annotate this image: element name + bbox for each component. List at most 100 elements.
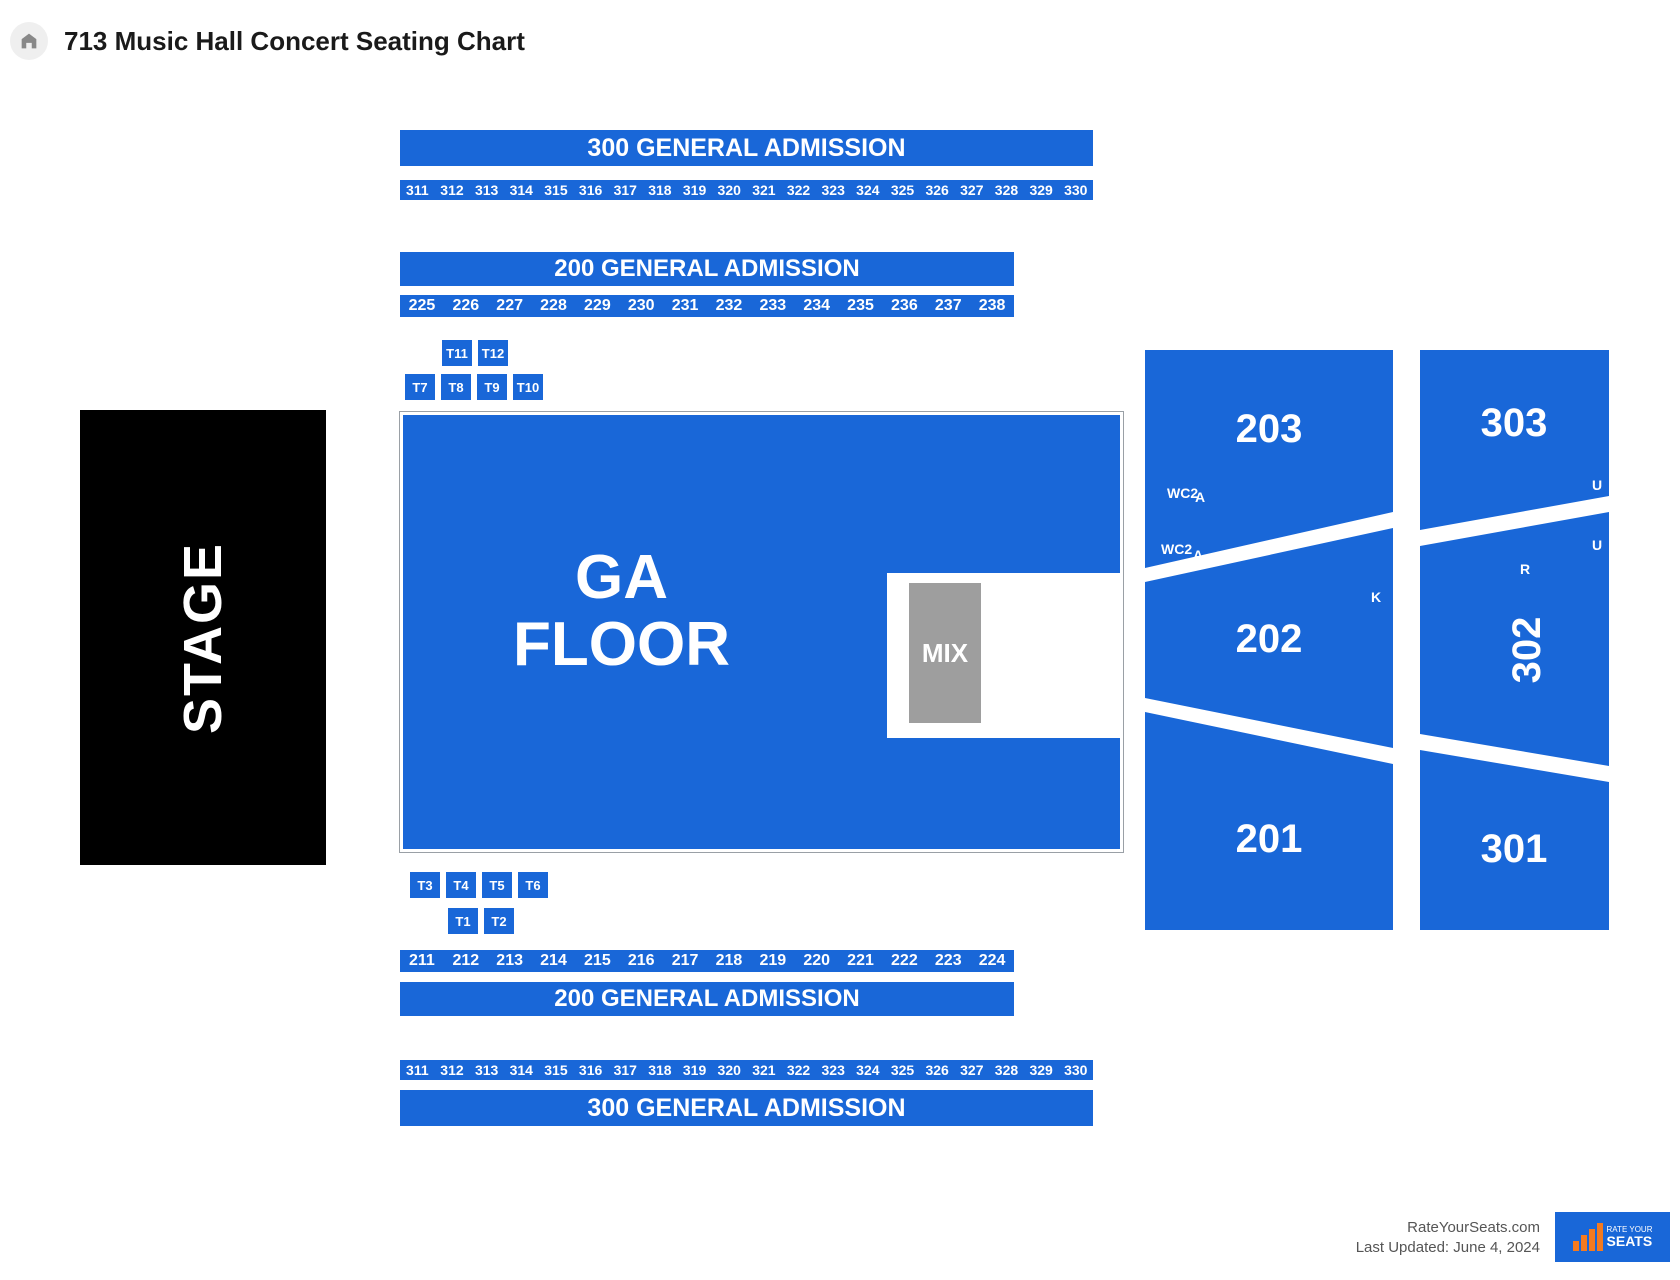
section-300-ga-bottom[interactable]: 300 GENERAL ADMISSION xyxy=(400,1090,1093,1126)
seat-238[interactable]: 238 xyxy=(970,297,1014,315)
seat-237[interactable]: 237 xyxy=(926,297,970,315)
seat-324[interactable]: 324 xyxy=(851,182,886,198)
table-t7[interactable]: T7 xyxy=(405,374,435,400)
seat-323[interactable]: 323 xyxy=(816,182,851,198)
page-title: 713 Music Hall Concert Seating Chart xyxy=(64,26,525,57)
seat-329[interactable]: 329 xyxy=(1024,1062,1059,1078)
tables-row-t7-t10[interactable]: T7T8T9T10 xyxy=(405,374,543,400)
seat-316[interactable]: 316 xyxy=(573,1062,608,1078)
seat-311[interactable]: 311 xyxy=(400,182,435,198)
tables-row-t1-t2[interactable]: T1T2 xyxy=(448,908,514,934)
table-t11[interactable]: T11 xyxy=(442,340,472,366)
seat-312[interactable]: 312 xyxy=(435,182,470,198)
section-203[interactable] xyxy=(1145,350,1393,568)
mark-302-u: U xyxy=(1592,537,1602,553)
seat-321[interactable]: 321 xyxy=(747,1062,782,1078)
seat-318[interactable]: 318 xyxy=(643,182,678,198)
seat-322[interactable]: 322 xyxy=(781,182,816,198)
table-t10[interactable]: T10 xyxy=(513,374,543,400)
table-t12[interactable]: T12 xyxy=(478,340,508,366)
seat-320[interactable]: 320 xyxy=(712,182,747,198)
section-200-ga-bottom[interactable]: 200 GENERAL ADMISSION xyxy=(400,982,1014,1016)
seat-312[interactable]: 312 xyxy=(435,1062,470,1078)
seat-231[interactable]: 231 xyxy=(663,297,707,315)
seat-230[interactable]: 230 xyxy=(619,297,663,315)
seat-321[interactable]: 321 xyxy=(747,182,782,198)
seat-217[interactable]: 217 xyxy=(663,952,707,970)
seat-216[interactable]: 216 xyxy=(619,952,663,970)
seat-329[interactable]: 329 xyxy=(1024,182,1059,198)
seat-218[interactable]: 218 xyxy=(707,952,751,970)
seat-228[interactable]: 228 xyxy=(532,297,576,315)
seat-323[interactable]: 323 xyxy=(816,1062,851,1078)
seat-215[interactable]: 215 xyxy=(575,952,619,970)
seat-227[interactable]: 227 xyxy=(488,297,532,315)
seat-324[interactable]: 324 xyxy=(851,1062,886,1078)
seat-313[interactable]: 313 xyxy=(469,182,504,198)
seat-319[interactable]: 319 xyxy=(677,1062,712,1078)
seat-330[interactable]: 330 xyxy=(1058,1062,1093,1078)
tables-row-t3-t6[interactable]: T3T4T5T6 xyxy=(410,872,548,898)
seat-314[interactable]: 314 xyxy=(504,182,539,198)
seat-225[interactable]: 225 xyxy=(400,297,444,315)
table-t3[interactable]: T3 xyxy=(410,872,440,898)
table-t9[interactable]: T9 xyxy=(477,374,507,400)
seat-330[interactable]: 330 xyxy=(1058,182,1093,198)
seat-232[interactable]: 232 xyxy=(707,297,751,315)
seat-229[interactable]: 229 xyxy=(575,297,619,315)
row-211-224[interactable]: 2112122132142152162172182192202212222232… xyxy=(400,950,1014,972)
seat-328[interactable]: 328 xyxy=(989,1062,1024,1078)
section-200-ga-top[interactable]: 200 GENERAL ADMISSION xyxy=(400,252,1014,286)
seat-219[interactable]: 219 xyxy=(751,952,795,970)
seat-326[interactable]: 326 xyxy=(920,1062,955,1078)
seat-317[interactable]: 317 xyxy=(608,182,643,198)
row-225-238[interactable]: 2252262272282292302312322332342352362372… xyxy=(400,295,1014,317)
seat-220[interactable]: 220 xyxy=(795,952,839,970)
seat-211[interactable]: 211 xyxy=(400,952,444,970)
table-t4[interactable]: T4 xyxy=(446,872,476,898)
seat-325[interactable]: 325 xyxy=(885,1062,920,1078)
seat-322[interactable]: 322 xyxy=(781,1062,816,1078)
seat-214[interactable]: 214 xyxy=(532,952,576,970)
table-t8[interactable]: T8 xyxy=(441,374,471,400)
seat-317[interactable]: 317 xyxy=(608,1062,643,1078)
table-t2[interactable]: T2 xyxy=(484,908,514,934)
page-header: 713 Music Hall Concert Seating Chart xyxy=(10,22,525,60)
section-300-ga-top[interactable]: 300 GENERAL ADMISSION xyxy=(400,130,1093,166)
row-311-330-top[interactable]: 3113123133143153163173183193203213223233… xyxy=(400,180,1093,200)
seat-320[interactable]: 320 xyxy=(712,1062,747,1078)
seat-315[interactable]: 315 xyxy=(539,1062,574,1078)
seat-212[interactable]: 212 xyxy=(444,952,488,970)
seat-328[interactable]: 328 xyxy=(989,182,1024,198)
seat-234[interactable]: 234 xyxy=(795,297,839,315)
seat-236[interactable]: 236 xyxy=(882,297,926,315)
seat-311[interactable]: 311 xyxy=(400,1062,435,1078)
seat-326[interactable]: 326 xyxy=(920,182,955,198)
table-t6[interactable]: T6 xyxy=(518,872,548,898)
table-t1[interactable]: T1 xyxy=(448,908,478,934)
seat-315[interactable]: 315 xyxy=(539,182,574,198)
seat-325[interactable]: 325 xyxy=(885,182,920,198)
seat-316[interactable]: 316 xyxy=(573,182,608,198)
mark-202-k: K xyxy=(1371,589,1381,605)
seat-233[interactable]: 233 xyxy=(751,297,795,315)
seat-224[interactable]: 224 xyxy=(970,952,1014,970)
seat-319[interactable]: 319 xyxy=(677,182,712,198)
seat-223[interactable]: 223 xyxy=(926,952,970,970)
tables-row-t11-t12[interactable]: T11T12 xyxy=(442,340,508,366)
seat-213[interactable]: 213 xyxy=(488,952,532,970)
seat-314[interactable]: 314 xyxy=(504,1062,539,1078)
ga-floor[interactable]: GA FLOOR MIX xyxy=(400,412,1123,852)
seat-318[interactable]: 318 xyxy=(643,1062,678,1078)
seat-226[interactable]: 226 xyxy=(444,297,488,315)
seat-327[interactable]: 327 xyxy=(955,1062,990,1078)
side-sections-200: 203 WC2 A J WC3 202 WC2 A K 201 xyxy=(1145,350,1405,930)
table-t5[interactable]: T5 xyxy=(482,872,512,898)
seat-327[interactable]: 327 xyxy=(955,182,990,198)
seat-235[interactable]: 235 xyxy=(839,297,883,315)
seat-313[interactable]: 313 xyxy=(469,1062,504,1078)
row-311-330-bottom[interactable]: 3113123133143153163173183193203213223233… xyxy=(400,1060,1093,1080)
seat-221[interactable]: 221 xyxy=(839,952,883,970)
seating-map: 300 GENERAL ADMISSION 311312313314315316… xyxy=(0,100,1680,1200)
seat-222[interactable]: 222 xyxy=(882,952,926,970)
